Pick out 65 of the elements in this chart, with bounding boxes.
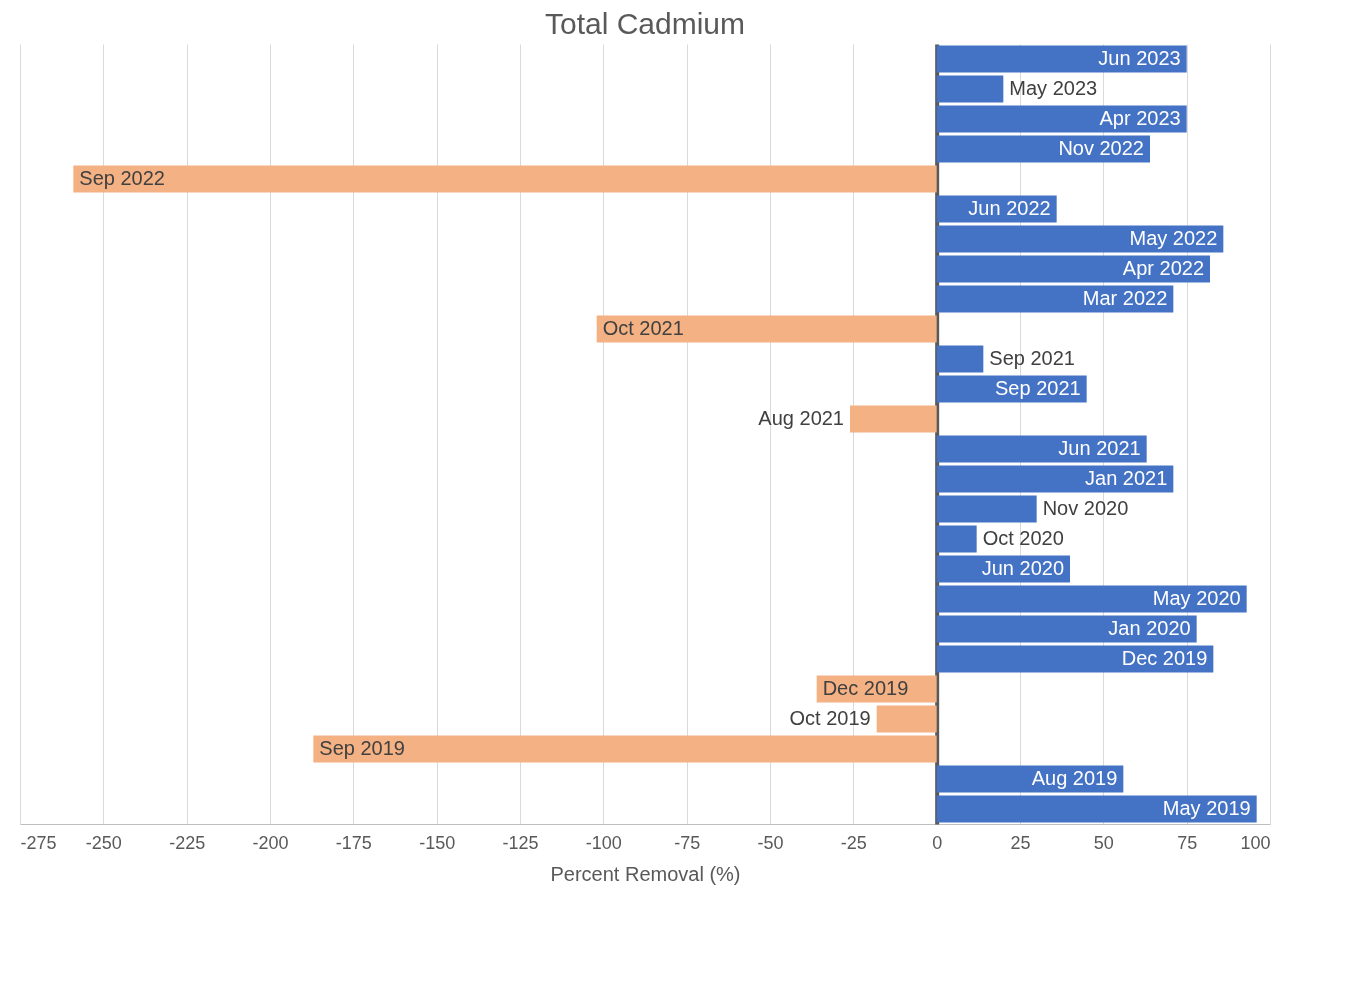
bar xyxy=(936,495,1037,523)
y-tick-label: Apr 2023 xyxy=(1099,107,1181,129)
y-tick-label: Aug 2019 xyxy=(1031,767,1118,789)
x-tick-label: 100 xyxy=(1240,832,1271,853)
y-tick-label: Jan 2021 xyxy=(1085,467,1168,489)
y-tick-label: Sep 2021 xyxy=(995,377,1081,399)
x-axis-title: Percent Removal (%) xyxy=(550,862,741,885)
y-tick-label: Jan 2020 xyxy=(1108,617,1191,639)
x-tick-label: -75 xyxy=(674,832,701,853)
x-tick-label: -225 xyxy=(169,832,206,853)
x-tick-label: -175 xyxy=(335,832,372,853)
y-tick-label: Oct 2020 xyxy=(982,527,1064,549)
x-tick-label: 50 xyxy=(1093,832,1114,853)
x-tick-label: 25 xyxy=(1010,832,1031,853)
bar xyxy=(936,345,984,373)
bar xyxy=(936,75,1004,103)
bar xyxy=(313,735,937,763)
bar xyxy=(936,255,1210,283)
y-tick-label: May 2022 xyxy=(1129,227,1218,249)
x-tick-label: -100 xyxy=(585,832,622,853)
bar xyxy=(936,435,1147,463)
x-tick-label: 0 xyxy=(932,832,943,853)
bar xyxy=(936,645,1214,673)
y-tick-label: Nov 2022 xyxy=(1058,137,1144,159)
x-tick-label: -275 xyxy=(20,832,57,853)
y-tick-label: Sep 2022 xyxy=(79,167,165,189)
y-tick-label: Sep 2021 xyxy=(989,347,1075,369)
bar xyxy=(936,45,1187,73)
y-tick-label: Oct 2019 xyxy=(789,707,871,729)
bar xyxy=(936,615,1197,643)
chart-title: Total Cadmium xyxy=(544,7,746,40)
bar xyxy=(936,465,1174,493)
y-tick-label: Dec 2019 xyxy=(822,677,909,699)
y-tick-label: Aug 2021 xyxy=(758,407,844,429)
y-tick-label: Jun 2022 xyxy=(968,197,1051,219)
x-tick-label: -125 xyxy=(502,832,539,853)
bar xyxy=(936,225,1224,253)
bar xyxy=(936,285,1174,313)
y-tick-label: Dec 2019 xyxy=(1121,647,1208,669)
bar xyxy=(936,135,1150,163)
x-tick-label: -250 xyxy=(85,832,122,853)
bar xyxy=(936,525,977,553)
y-tick-label: Apr 2022 xyxy=(1122,257,1204,279)
y-tick-label: Sep 2019 xyxy=(319,737,405,759)
x-tick-label: -25 xyxy=(840,832,867,853)
bar xyxy=(936,105,1187,133)
y-tick-label: Jun 2020 xyxy=(981,557,1064,579)
bar xyxy=(596,315,937,343)
y-tick-label: Mar 2022 xyxy=(1082,287,1168,309)
bar xyxy=(850,405,937,433)
bar xyxy=(936,585,1247,613)
y-tick-label: Jun 2021 xyxy=(1058,437,1141,459)
x-tick-label: 75 xyxy=(1177,832,1198,853)
y-tick-label: May 2023 xyxy=(1009,77,1098,99)
bar xyxy=(876,705,937,733)
x-tick-label: -150 xyxy=(419,832,456,853)
y-tick-label: May 2019 xyxy=(1162,797,1251,819)
y-tick-label: May 2020 xyxy=(1152,587,1241,609)
y-tick-label: Nov 2020 xyxy=(1042,497,1129,519)
bar xyxy=(936,795,1257,823)
y-tick-label: Jun 2023 xyxy=(1098,47,1181,69)
x-tick-label: -200 xyxy=(252,832,289,853)
x-tick-label: -50 xyxy=(757,832,784,853)
y-tick-label: Oct 2021 xyxy=(602,317,684,339)
bar xyxy=(73,165,937,193)
